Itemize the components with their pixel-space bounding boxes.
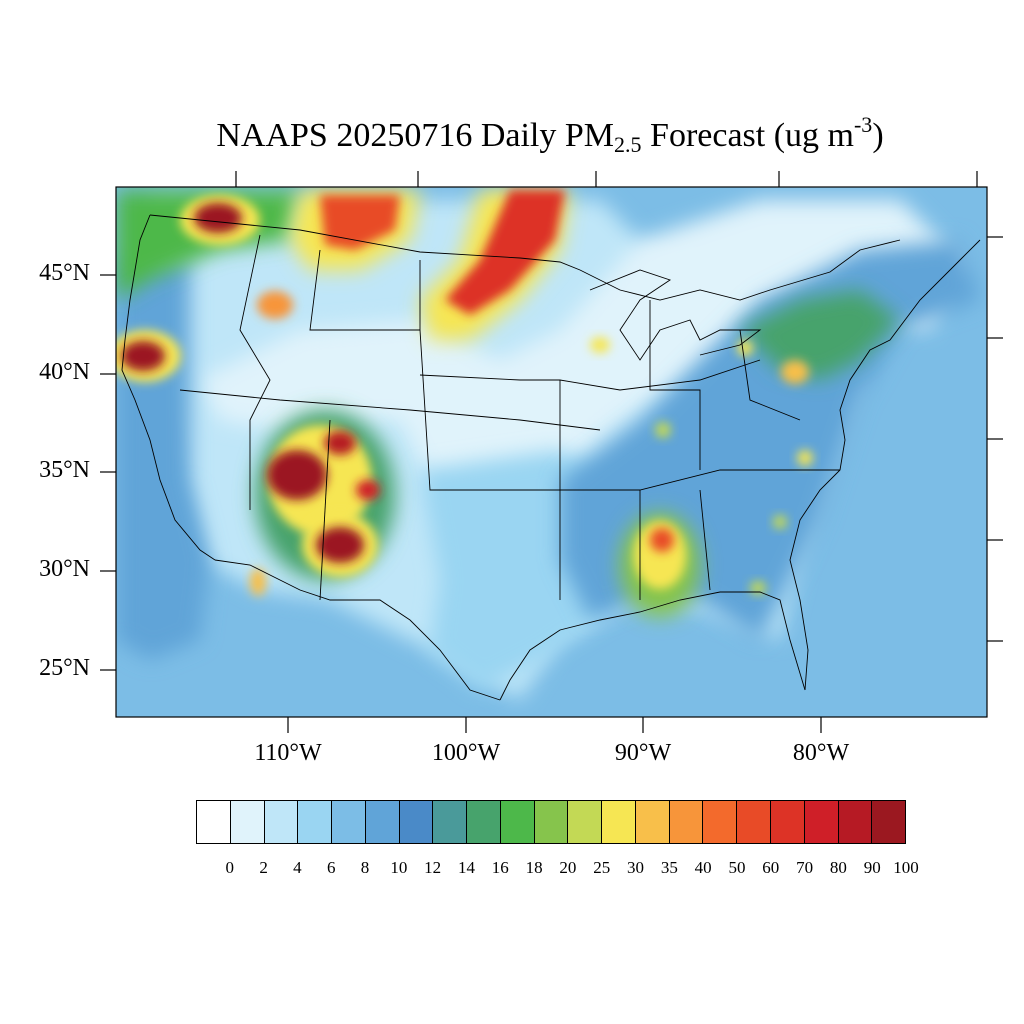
map-title: NAAPS 20250716 Daily PM2.5 Forecast (ug …	[0, 112, 1024, 158]
colorbar-tick-label: 4	[293, 858, 302, 877]
colorbar-tick-label: 0	[225, 858, 235, 877]
state-line-2	[309, 249, 421, 331]
east-coastline	[789, 239, 981, 691]
colorbar-tick-label: 80	[829, 858, 847, 877]
hotspot-utah-core	[267, 450, 327, 500]
colorbar-tick-label: 12	[424, 858, 442, 877]
state-line-5	[419, 329, 561, 600]
state-line-9	[699, 489, 711, 591]
hotspot-pennsylvania	[781, 360, 809, 384]
lon-label-80w: 80°W	[792, 740, 850, 766]
hotspot-indiana	[655, 422, 671, 438]
colorbar-tick-label: 35	[660, 858, 678, 877]
axis-ticks	[100, 171, 1003, 733]
lat-label-40: 40°N	[39, 359, 90, 385]
colorbar-swatch	[771, 801, 805, 843]
hotspot-florida-panhandle	[750, 581, 766, 595]
hotspot-montana	[257, 291, 293, 319]
colorbar-swatch	[332, 801, 366, 843]
lat-label-25: 25°N	[39, 655, 90, 681]
colorbar-tick-label: 8	[360, 858, 370, 877]
colorbar-tick-label: 2	[259, 858, 268, 877]
state-line-6	[419, 359, 761, 391]
hotspot-california-north-core	[121, 341, 165, 371]
lat-label-35: 35°N	[39, 457, 90, 483]
title-prefix: NAAPS 20250716 Daily PM	[216, 117, 615, 154]
state-line-11	[739, 329, 801, 421]
hotspot-arizona-core	[316, 527, 364, 563]
colorbar-swatch	[804, 801, 839, 843]
title-subscript: 2.5	[614, 132, 642, 157]
gulf-coastline	[499, 591, 806, 701]
hotspot-virginia	[797, 450, 813, 466]
hotspot-colorado-core	[324, 431, 356, 455]
colorbar-tick-label: 100	[893, 858, 919, 877]
colorbar-tick-label: 60	[762, 858, 780, 877]
colorbar-swatch	[838, 801, 873, 843]
lon-label-100w: 100°W	[431, 740, 501, 766]
colorbar-swatch	[433, 801, 468, 843]
colorbar-swatch	[737, 801, 772, 843]
colorbar-swatch	[467, 801, 501, 843]
colorbar-tick-label: 90	[863, 858, 881, 877]
colorbar-swatch	[872, 801, 906, 843]
lat-label-30: 30°N	[39, 556, 90, 582]
colorbar-swatch	[500, 801, 535, 843]
great-lakes	[589, 269, 762, 361]
state-line-3	[179, 389, 601, 431]
colorbar-swatch	[197, 801, 231, 843]
colorbar-tick-label: 70	[796, 858, 814, 877]
boundaries	[121, 214, 981, 701]
hotspot-new-york	[737, 340, 753, 356]
colorbar-tick-label: 6	[326, 858, 336, 877]
state-line-4	[319, 419, 331, 601]
colorbar-tick-label: 14	[457, 858, 475, 877]
hotspot-wisconsin	[590, 337, 610, 353]
map-field	[116, 187, 987, 717]
title-superscript: -3	[853, 112, 873, 137]
colorbar-swatch	[703, 801, 738, 843]
hotspot-idaho-north-core	[194, 203, 242, 233]
colorbar-tick-label: 20	[559, 858, 577, 877]
lon-label-110w: 110°W	[254, 740, 322, 766]
colorbar-tick-label: 50	[728, 858, 746, 877]
colorbar-legend	[196, 800, 906, 844]
state-line-7	[559, 380, 840, 491]
hotspot-new-mexico	[356, 480, 380, 500]
colorbar-tick-label: 16	[491, 858, 509, 877]
colorbar-tick-label: 10	[390, 858, 408, 877]
colorbar-swatch	[298, 801, 333, 843]
land-very-low-field	[200, 200, 960, 520]
colorbar-swatch	[602, 801, 636, 843]
title-middle: Forecast (ug m	[641, 117, 854, 154]
northeast-green-field	[740, 290, 900, 380]
colorbar-tick-label: 30	[627, 858, 645, 877]
lat-label-45: 45°N	[39, 260, 90, 286]
plume-north-central-core	[320, 195, 400, 250]
title-suffix: )	[872, 117, 884, 154]
lon-label-90w: 90°W	[614, 740, 672, 766]
colorbar-swatch	[534, 801, 569, 843]
colorbar-swatch	[635, 801, 670, 843]
colorbar-swatch	[230, 801, 265, 843]
colorbar-swatch	[669, 801, 704, 843]
west-coastline	[121, 214, 216, 561]
mexico-border	[214, 559, 501, 701]
hotspot-baja	[250, 568, 266, 596]
hotspot-mississippi-red	[650, 528, 674, 552]
colorbar-tick-label: 40	[694, 858, 712, 877]
colorbar-tick-label: 25	[593, 858, 611, 877]
colorbar-swatch	[399, 801, 434, 843]
hotspot-georgia	[773, 515, 787, 529]
colorbar-swatch	[365, 801, 400, 843]
canada-border	[149, 214, 901, 301]
plume-north-east-core	[445, 190, 565, 315]
state-line-1	[239, 234, 271, 510]
colorbar-swatch	[568, 801, 603, 843]
colorbar-swatch	[264, 801, 299, 843]
colorbar-tick-label: 18	[525, 858, 543, 877]
map-frame	[115, 186, 988, 718]
